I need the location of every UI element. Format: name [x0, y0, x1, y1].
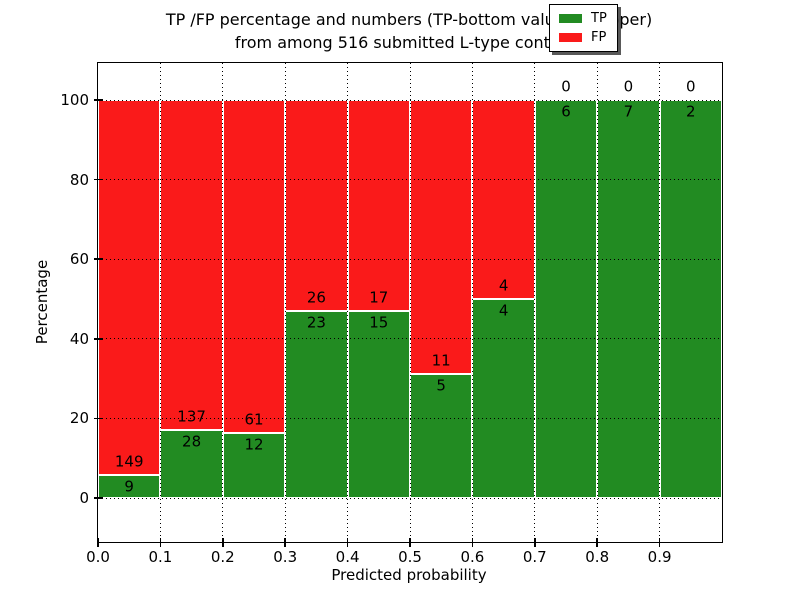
y-tick-mark	[94, 178, 103, 181]
bar-segment-tp	[597, 100, 660, 498]
gridline-vertical	[284, 63, 286, 542]
y-tick-mark	[94, 497, 103, 499]
bar-segment-tp	[98, 475, 161, 498]
x-tick-mark	[471, 538, 474, 547]
tp-color-swatch	[559, 14, 582, 23]
x-tick-mark	[222, 538, 224, 547]
x-tick-label: 0.8	[585, 548, 610, 566]
bar-segment-tp	[534, 100, 598, 498]
bar-segment-fp	[98, 100, 161, 476]
y-tick-label: 100	[60, 91, 89, 109]
y-tick-label: 40	[69, 329, 89, 348]
x-tick-mark	[284, 538, 286, 547]
x-tick-label: 0.5	[398, 548, 422, 566]
bar-segment-fp	[285, 100, 348, 312]
x-tick-mark	[97, 538, 99, 547]
gridline-vertical	[534, 63, 536, 542]
legend-label-fp: FP	[591, 29, 607, 45]
y-tick-mark	[94, 99, 103, 101]
fp-count-label: 0	[561, 77, 571, 96]
x-tick-mark	[534, 538, 536, 547]
bar-segment-fp	[472, 100, 535, 299]
x-tick-mark	[159, 538, 162, 547]
fp-count-label: 26	[306, 288, 326, 307]
x-tick-label: 0.6	[460, 548, 485, 566]
tp-count-label: 28	[182, 432, 202, 451]
tp-count-label: 12	[244, 435, 264, 454]
gridline-vertical	[659, 63, 661, 542]
legend-entry-tp: TP	[550, 10, 617, 26]
plot-area: 149 9 137 28 61 12 26 23 17 15 11 5 4 4 0 6 0 7 0 2 0.0 0.1 0.…	[60, 62, 723, 565]
chart-title-line2: from among 516 submitted L-type contacts	[234, 33, 584, 52]
tp-count-label: 2	[686, 102, 696, 121]
tp-count-label: 23	[306, 313, 326, 332]
fp-count-label: 4	[498, 276, 509, 295]
bar-segment-fp	[347, 100, 410, 312]
bar-segment-tp	[347, 311, 410, 498]
fp-count-label: 0	[623, 77, 634, 96]
fp-count-label: 137	[177, 407, 206, 426]
gridline-vertical	[471, 63, 473, 542]
x-tick-label: 0.9	[647, 548, 672, 566]
x-tick-label: 0.2	[210, 548, 235, 566]
fp-count-label: 0	[686, 77, 696, 96]
bar-segment-fp	[222, 100, 286, 433]
x-tick-mark	[409, 538, 411, 547]
x-tick-label: 0.0	[86, 548, 110, 566]
tp-count-label: 6	[561, 102, 571, 121]
x-axis-label: Predicted probability	[331, 566, 487, 584]
bar-segment-tp	[410, 373, 473, 498]
tp-count-label: 9	[124, 477, 134, 496]
legend-entry-fp: FP	[550, 29, 617, 45]
y-tick-mark	[94, 258, 103, 260]
fp-count-label: 61	[244, 410, 264, 429]
bar-segment-tp	[222, 432, 286, 498]
tp-count-label: 4	[498, 301, 509, 320]
gridline-vertical	[347, 63, 349, 542]
fp-count-label: 17	[369, 288, 389, 307]
x-tick-label: 0.1	[148, 548, 173, 566]
legend-label-tp: TP	[591, 10, 607, 26]
bar-segment-fp	[410, 100, 473, 374]
x-tick-label: 0.3	[273, 548, 298, 566]
gridline-vertical	[159, 63, 161, 542]
x-tick-label: 0.7	[522, 548, 547, 566]
fp-color-swatch	[559, 33, 582, 42]
y-tick-mark	[94, 417, 103, 420]
y-tick-mark	[94, 338, 103, 340]
x-tick-mark	[346, 538, 349, 547]
x-tick-mark	[596, 538, 598, 547]
bar-segment-tp	[472, 299, 535, 498]
y-tick-label: 0	[79, 489, 89, 507]
bar-segment-fp	[160, 100, 223, 431]
fp-count-label: 149	[114, 452, 144, 471]
x-tick-label: 0.4	[335, 548, 360, 566]
gridline-vertical	[409, 63, 411, 542]
tp-count-label: 7	[623, 102, 634, 121]
y-tick-label: 60	[69, 250, 89, 269]
y-axis-label: Percentage	[33, 259, 51, 345]
bar-segment-tp	[285, 311, 348, 498]
bar-segment-tp	[659, 100, 722, 498]
tp-count-label: 15	[369, 313, 389, 332]
fp-count-label: 11	[431, 351, 451, 370]
tp-count-label: 5	[436, 376, 446, 395]
y-tick-label: 80	[69, 170, 89, 189]
gridline-vertical	[596, 63, 598, 542]
legend-box: TP FP	[549, 4, 618, 52]
x-tick-mark	[658, 538, 661, 547]
y-tick-label: 20	[69, 409, 89, 428]
chart-title: TP /FP percentage and numbers (TP-bottom…	[97, 8, 721, 54]
gridline-vertical	[222, 63, 224, 542]
bar-segment-tp	[160, 430, 223, 498]
chart-title-line1: TP /FP percentage and numbers (TP-bottom…	[165, 10, 653, 29]
